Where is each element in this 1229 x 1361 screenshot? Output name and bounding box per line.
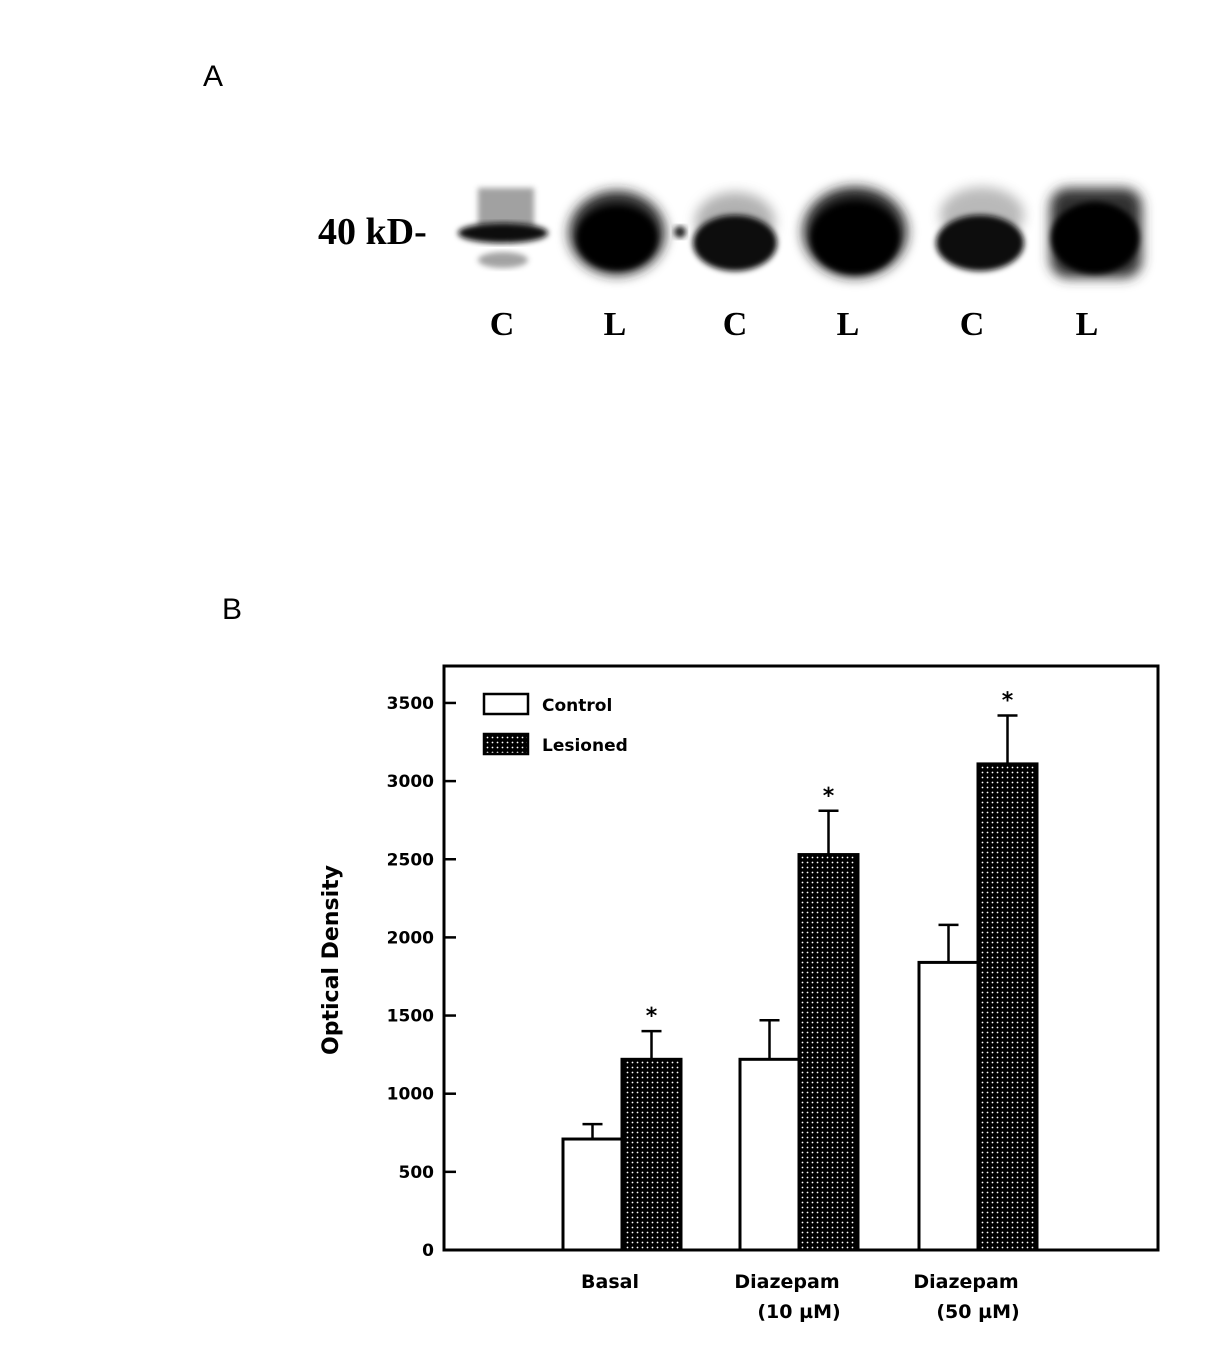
x-tick-label: Diazepam xyxy=(913,1271,1018,1293)
x-tick-label: Diazepam xyxy=(734,1271,839,1293)
x-tick-label: (50 µM) xyxy=(936,1301,1019,1323)
bar-control-1 xyxy=(561,1137,624,1252)
significance-mark: * xyxy=(646,1004,658,1029)
blot-band-lane-5 xyxy=(936,187,1024,271)
bar-lesioned-2 xyxy=(797,853,860,1252)
significance-mark: * xyxy=(823,784,835,809)
blot-band-lane-4 xyxy=(803,187,907,277)
blot-band-lane-2 xyxy=(569,191,665,275)
y-tick-label: 1000 xyxy=(387,1085,434,1105)
significance-mark: * xyxy=(1002,688,1014,713)
bar-control-2 xyxy=(738,1057,801,1252)
lane-label: L xyxy=(1075,306,1099,343)
lane-label: L xyxy=(603,306,627,343)
western-blot-image xyxy=(458,187,1142,278)
legend-swatch-control xyxy=(482,692,530,716)
legend-label-control: Control xyxy=(542,696,612,716)
blot-band-lane-1 xyxy=(458,188,548,268)
y-axis-label: Optical Density xyxy=(319,865,344,1055)
y-axis: 0 500 1000 1500 2000 2500 3000 3500 xyxy=(387,694,456,1261)
y-tick-label: 0 xyxy=(422,1241,434,1261)
bar-control-3 xyxy=(917,960,980,1252)
lane-label: L xyxy=(836,306,860,343)
bar-lesioned-1 xyxy=(620,1057,683,1252)
legend-label-lesioned: Lesioned xyxy=(542,736,628,756)
y-tick-label: 3500 xyxy=(387,694,434,714)
x-axis-labels: Basal Diazepam (10 µM) Diazepam (50 µM) xyxy=(581,1271,1020,1323)
y-tick-label: 3000 xyxy=(387,772,434,792)
legend-swatch-lesioned xyxy=(482,732,530,756)
bars-group: * * * xyxy=(561,688,1039,1252)
lane-label: C xyxy=(959,306,985,343)
x-tick-label: (10 µM) xyxy=(757,1301,840,1323)
panel-a-label: A xyxy=(203,60,224,93)
bar-lesioned-3 xyxy=(976,762,1039,1252)
molecular-weight-marker: 40 kD- xyxy=(318,211,427,253)
y-tick-label: 2000 xyxy=(387,928,434,948)
x-tick-label: Basal xyxy=(581,1271,639,1293)
panel-b-label: B xyxy=(222,593,243,626)
legend: Control Lesioned xyxy=(482,692,628,756)
lane-label: C xyxy=(489,306,515,343)
y-tick-label: 500 xyxy=(399,1163,435,1183)
blot-band-lane-3 xyxy=(674,192,777,271)
lane-label: C xyxy=(722,306,748,343)
y-tick-label: 1500 xyxy=(387,1007,434,1027)
y-tick-label: 2500 xyxy=(387,850,434,870)
blot-band-lane-6 xyxy=(1050,188,1142,278)
